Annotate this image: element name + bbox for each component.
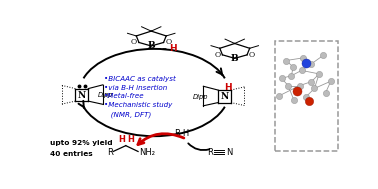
Text: O: O (215, 51, 221, 59)
Text: R: R (107, 148, 113, 157)
Text: –: – (161, 43, 166, 53)
Text: Dipp: Dipp (98, 92, 113, 98)
Text: H: H (224, 83, 232, 92)
Text: O: O (131, 39, 137, 46)
Bar (275, 41, 338, 151)
Text: N: N (220, 92, 229, 101)
Text: B: B (147, 41, 155, 50)
Text: N: N (78, 91, 86, 99)
Text: NH₂: NH₂ (139, 148, 155, 157)
Text: O: O (249, 51, 255, 59)
Text: •BICAAC as catalyst
•via B-H insertion
•Metal-free
•Mechanistic study
   (NMR, D: •BICAAC as catalyst •via B-H insertion •… (104, 76, 176, 118)
Text: B: B (231, 54, 239, 63)
Text: B-H: B-H (174, 129, 190, 138)
Text: 40 entries: 40 entries (50, 151, 93, 157)
Text: H: H (119, 135, 125, 144)
Text: Dipp: Dipp (193, 94, 209, 100)
Text: O: O (165, 39, 172, 46)
Text: N: N (226, 148, 232, 157)
Text: H: H (127, 135, 134, 144)
Text: upto 92% yield: upto 92% yield (50, 140, 113, 146)
Text: H: H (169, 44, 177, 53)
Text: R: R (207, 148, 213, 157)
